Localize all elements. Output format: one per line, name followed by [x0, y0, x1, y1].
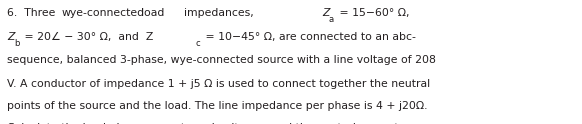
Text: load: load	[141, 8, 165, 18]
Text: sequence, balanced 3-phase, wye-connected source with a line voltage of 208: sequence, balanced 3-phase, wye-connecte…	[7, 55, 436, 65]
Text: b: b	[14, 39, 19, 48]
Text: wye-connected: wye-connected	[62, 8, 145, 18]
Text: V. A conductor of impedance 1 + j5 Ω is used to connect together the neutral: V. A conductor of impedance 1 + j5 Ω is …	[7, 79, 430, 89]
Text: a: a	[329, 15, 334, 24]
Text: = 20∠ − 30° Ω,  and  Z: = 20∠ − 30° Ω, and Z	[21, 32, 153, 42]
Text: = 10−45° Ω, are connected to an abc-: = 10−45° Ω, are connected to an abc-	[202, 32, 416, 42]
Text: impedances,: impedances,	[184, 8, 254, 18]
Text: = 15−60° Ω,: = 15−60° Ω,	[336, 8, 409, 18]
Text: Z: Z	[7, 32, 15, 42]
Text: 6.  Three: 6. Three	[7, 8, 55, 18]
Text: c: c	[196, 39, 200, 48]
Text: Z: Z	[322, 8, 329, 18]
Text: points of the source and the load. The line impedance per phase is 4 + j20Ω.: points of the source and the load. The l…	[7, 101, 428, 111]
Text: Calculate the load phase currents and voltages, and the neutral current.: Calculate the load phase currents and vo…	[7, 123, 402, 124]
